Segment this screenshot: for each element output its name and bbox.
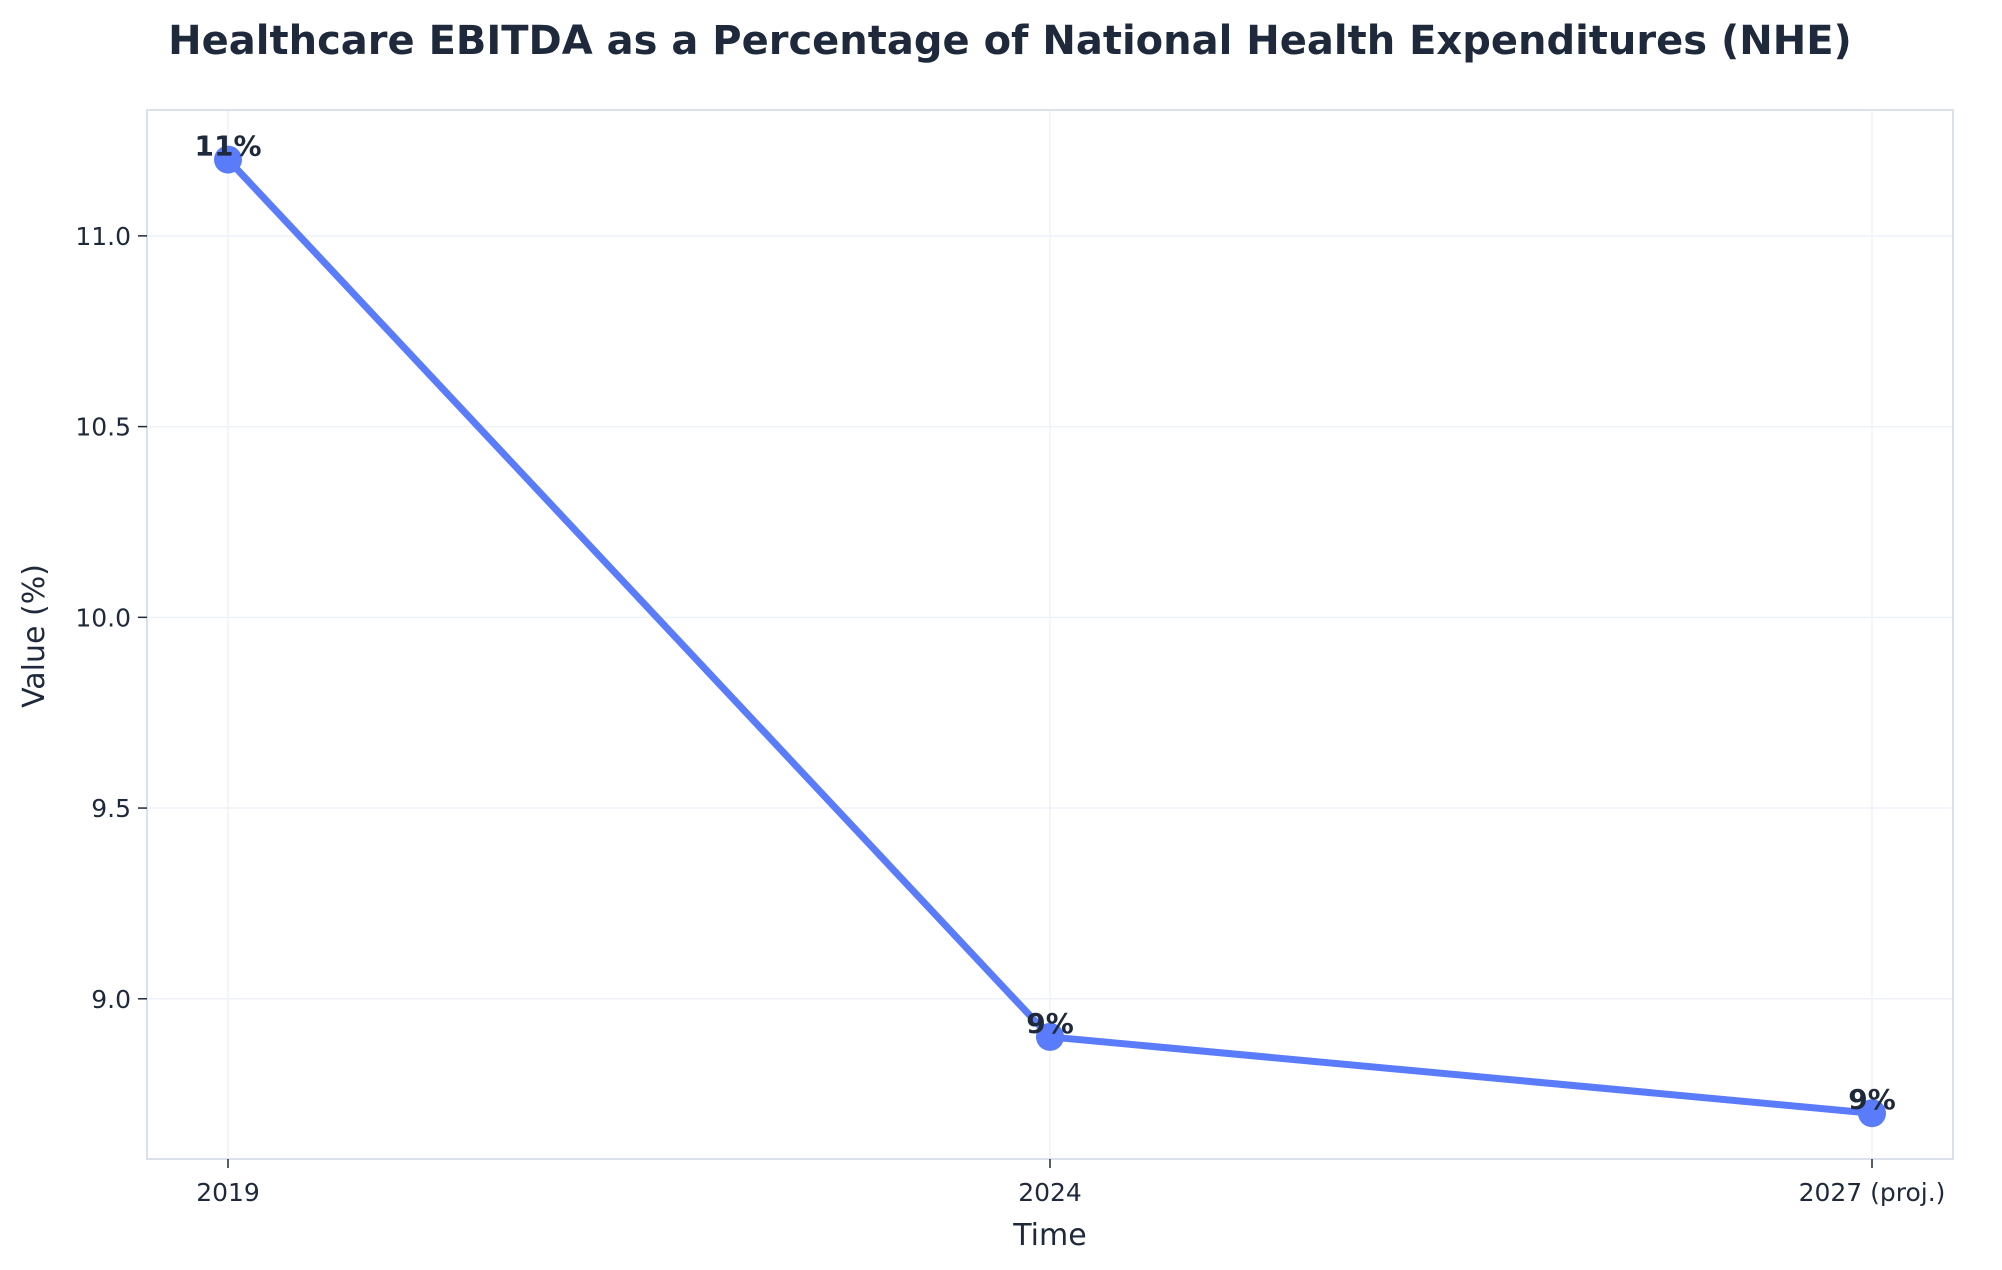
chart-title: Healthcare EBITDA as a Percentage of Nat… xyxy=(168,18,1852,64)
x-tick-label: 2019 xyxy=(196,1178,260,1207)
y-tick-label: 9.5 xyxy=(91,794,131,823)
y-tick-label: 10.0 xyxy=(75,603,131,632)
data-label: 11% xyxy=(194,130,261,163)
x-axis-label: Time xyxy=(1012,1218,1086,1253)
y-tick-label: 11.0 xyxy=(75,222,131,251)
axis-layer: 9.0 9.5 10.0 10.5 11.0 2019 2024 2027 (proj.) xyxy=(75,222,1945,1207)
series-layer xyxy=(214,145,1886,1128)
data-point xyxy=(1036,1022,1064,1051)
x-tick-label: 2027 (proj.) xyxy=(1799,1178,1946,1207)
y-tick-label: 10.5 xyxy=(75,413,131,442)
data-point xyxy=(214,145,242,174)
data-label-layer: 11% 9% 9% xyxy=(194,130,1895,1117)
y-tick-label: 9.0 xyxy=(91,985,131,1014)
x-tick-label: 2024 xyxy=(1018,1178,1082,1207)
data-label: 9% xyxy=(1026,1007,1074,1040)
data-label: 9% xyxy=(1848,1083,1896,1116)
grid-layer xyxy=(147,110,1953,1159)
data-point xyxy=(1858,1099,1886,1128)
y-axis-label: Value (%) xyxy=(17,564,52,708)
